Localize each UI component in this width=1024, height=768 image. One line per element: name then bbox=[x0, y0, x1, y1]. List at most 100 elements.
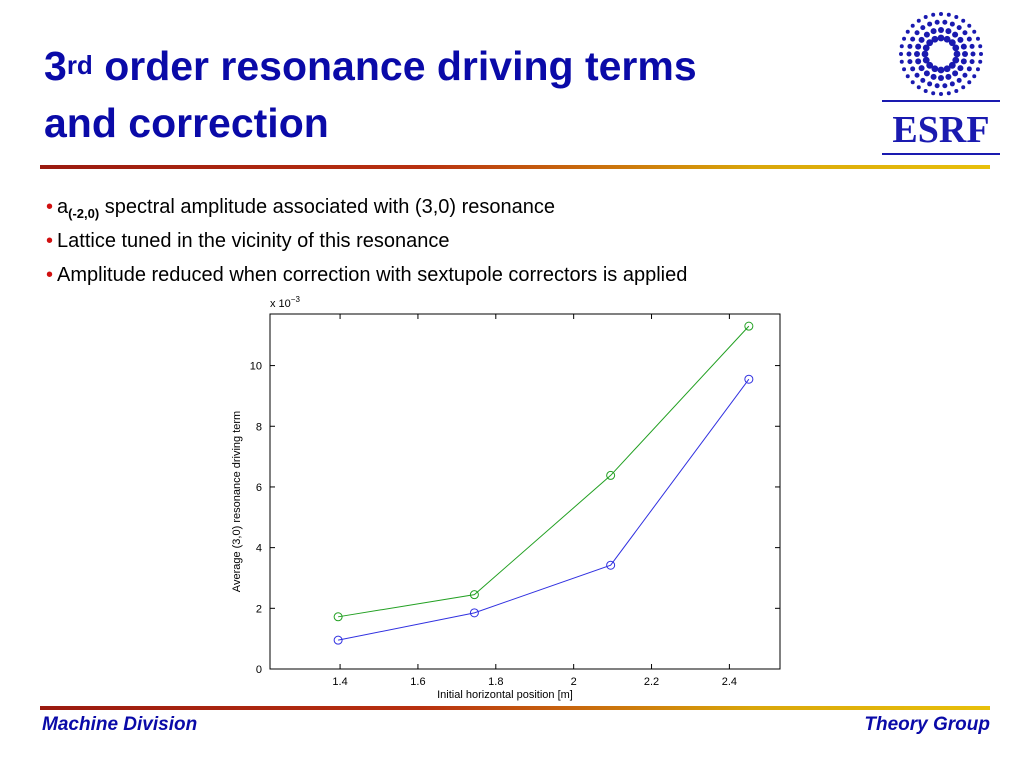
logo-dot bbox=[978, 44, 983, 49]
series-2-point bbox=[333, 635, 343, 645]
slide-title: 3rd order resonance driving terms and co… bbox=[44, 40, 844, 149]
title-line-1-text: order resonance driving terms bbox=[92, 43, 697, 89]
logo-dot bbox=[953, 50, 961, 58]
logo-dot bbox=[902, 36, 907, 41]
logo-dot bbox=[960, 43, 967, 50]
logo-dot bbox=[910, 66, 916, 72]
bullet-dot-icon: • bbox=[46, 264, 54, 286]
y-axis-label: Average (3,0) resonance driving term bbox=[231, 411, 243, 592]
x-tick-label: 1.8 bbox=[488, 676, 503, 688]
logo-dot bbox=[952, 70, 959, 77]
series-line-2 bbox=[338, 378, 750, 641]
logo-dot bbox=[975, 36, 980, 41]
logo-dot bbox=[956, 25, 962, 31]
footer-left: Machine Division bbox=[42, 714, 198, 735]
logo-dot bbox=[942, 19, 948, 25]
logo-dot bbox=[962, 72, 968, 78]
logo-dot bbox=[918, 65, 925, 72]
logo-dot bbox=[931, 12, 936, 17]
bullet-text: Lattice tuned in the vicinity of this re… bbox=[57, 230, 450, 252]
logo-dot bbox=[923, 88, 928, 93]
series-2-point bbox=[469, 608, 479, 618]
y-multiplier-exponent: −3 bbox=[291, 295, 301, 304]
bullet-item: • a(-2,0) spectral amplitude associated w… bbox=[46, 194, 687, 228]
logo-dot bbox=[910, 36, 916, 42]
logo-dot bbox=[954, 15, 959, 20]
series-1-point bbox=[333, 612, 343, 622]
title-superscript: rd bbox=[66, 50, 93, 80]
plot-area bbox=[269, 313, 781, 670]
title-line-2: and correction bbox=[44, 100, 329, 146]
esrf-logo: ESRF bbox=[882, 12, 1000, 155]
logo-dot bbox=[937, 66, 945, 74]
y-tick-label: 2 bbox=[256, 603, 262, 615]
logo-dot bbox=[899, 59, 904, 64]
logo-dot bbox=[905, 29, 910, 34]
x-tick-label: 2.2 bbox=[644, 676, 659, 688]
title-number: 3 bbox=[44, 43, 67, 89]
logo-dot bbox=[975, 67, 980, 72]
logo-text: ESRF bbox=[892, 109, 989, 151]
footer-divider bbox=[40, 706, 990, 710]
logo-dot bbox=[915, 43, 922, 50]
logo-dot bbox=[952, 56, 960, 64]
y-multiplier-label: x 10−3 bbox=[270, 295, 300, 310]
logo-dot bbox=[922, 44, 930, 52]
bullet-symbol: a bbox=[57, 196, 69, 218]
bullet-item: • Lattice tuned in the vicinity of this r… bbox=[46, 228, 687, 262]
logo-dot bbox=[979, 52, 983, 56]
logo-dot bbox=[961, 85, 966, 90]
logo-dot bbox=[949, 81, 955, 87]
logo-dot bbox=[954, 88, 959, 93]
y-tick-label: 0 bbox=[256, 664, 262, 676]
bullet-text: Amplitude reduced when correction with s… bbox=[57, 264, 688, 286]
logo-dot bbox=[957, 65, 964, 72]
logo-dot bbox=[923, 70, 930, 77]
logo-dot bbox=[957, 36, 964, 43]
logo-dot bbox=[938, 75, 944, 81]
logo-dot bbox=[956, 77, 962, 83]
logo-dot bbox=[930, 28, 937, 35]
logo-dot bbox=[899, 44, 904, 49]
logo-dot bbox=[970, 51, 976, 57]
logo-dot bbox=[922, 56, 930, 64]
logo-dot bbox=[921, 50, 929, 58]
logo-dot bbox=[938, 27, 944, 33]
logo-dot bbox=[966, 66, 972, 72]
logo-dot bbox=[948, 61, 956, 69]
series-line-1 bbox=[338, 325, 750, 618]
logo-dot bbox=[966, 36, 972, 42]
title-line-1: 3rd order resonance driving terms bbox=[44, 40, 844, 97]
logo-dot bbox=[902, 67, 907, 72]
logo-dot bbox=[972, 74, 977, 79]
logo-dot bbox=[960, 58, 967, 65]
logo-dot bbox=[946, 12, 951, 17]
logo-dot bbox=[945, 28, 952, 35]
bullet-item: • Amplitude reduced when correction with … bbox=[46, 262, 687, 296]
logo-dot bbox=[931, 65, 939, 73]
logo-dot bbox=[942, 83, 948, 89]
y-tick-label: 4 bbox=[256, 543, 262, 555]
x-tick-label: 2.4 bbox=[722, 676, 737, 688]
logo-dot bbox=[931, 91, 936, 96]
series-1-point bbox=[744, 321, 754, 331]
logo-dot bbox=[927, 21, 933, 27]
logo-dot bbox=[906, 51, 912, 57]
logo-dot bbox=[916, 18, 921, 23]
y-tick-label: 10 bbox=[250, 361, 262, 373]
x-tick-label: 1.6 bbox=[410, 676, 425, 688]
logo-dot bbox=[969, 59, 975, 65]
logo-dot bbox=[934, 83, 940, 89]
logo-dot bbox=[920, 25, 926, 31]
logo-dot bbox=[952, 44, 960, 52]
bullet-text: spectral amplitude associated with (3,0)… bbox=[99, 196, 555, 218]
series-2-point bbox=[744, 374, 754, 384]
y-tick-label: 6 bbox=[256, 482, 262, 494]
y-tick-label: 8 bbox=[256, 421, 262, 433]
logo-dot bbox=[905, 74, 910, 79]
logo-dot bbox=[962, 51, 968, 57]
logo-dot bbox=[962, 30, 968, 36]
logo-dot bbox=[969, 43, 975, 49]
logo-dot bbox=[939, 92, 943, 96]
logo-dot bbox=[923, 15, 928, 20]
